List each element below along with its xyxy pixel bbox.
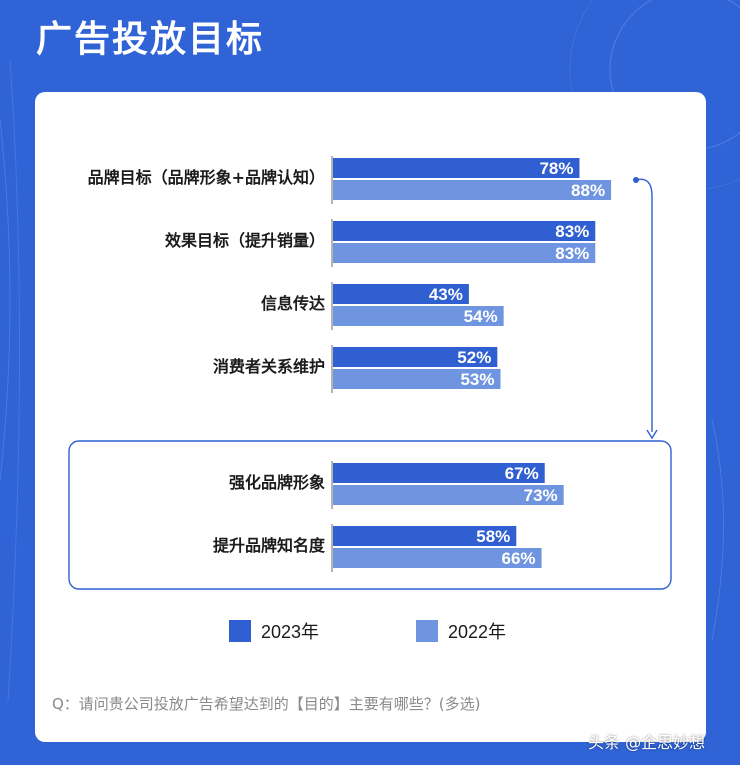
legend-item-2022: 2022年: [416, 618, 506, 644]
legend-swatch-2023: [229, 620, 251, 642]
bar-2023: [333, 284, 469, 304]
bar-2023: [333, 463, 545, 483]
category-label: 品牌目标（品牌形象+品牌认知）: [87, 168, 325, 187]
category-label: 消费者关系维护: [212, 357, 325, 376]
category-label: 提升品牌知名度: [212, 536, 325, 555]
category-label: 效果目标（提升销量）: [164, 231, 325, 250]
watermark: 头条 @企思妙想: [588, 733, 706, 752]
data-label-2022: 53%: [460, 370, 494, 389]
legend-swatch-2022: [416, 620, 438, 642]
connector-arrowhead: [646, 429, 658, 440]
data-label-2022: 73%: [524, 486, 558, 505]
bar-2023: [333, 347, 498, 367]
legend-label-2023: 2023年: [261, 622, 320, 642]
highlight-box: [68, 440, 672, 590]
data-label-2023: 83%: [555, 222, 589, 241]
bar-2023: [333, 221, 596, 241]
data-label-2022: 88%: [571, 181, 605, 200]
page-title: 广告投放目标: [36, 19, 265, 60]
bar-2022: [333, 485, 564, 505]
data-label-2023: 78%: [539, 159, 573, 178]
survey-question: Q：请问贵公司投放广告希望达到的【目的】主要有哪些？(多选): [52, 695, 481, 713]
chart-card: [35, 92, 706, 742]
data-label-2023: 67%: [505, 464, 539, 483]
connector-dot: [633, 177, 639, 183]
connector-line: [635, 178, 653, 432]
category-label: 强化品牌形象: [228, 473, 325, 492]
legend-item-2023: 2023年: [229, 618, 319, 644]
bar-2023: [333, 526, 517, 546]
bar-2022: [333, 369, 501, 389]
data-label-2023: 43%: [429, 285, 463, 304]
data-label-2022: 66%: [502, 549, 536, 568]
data-label-2023: 58%: [476, 527, 510, 546]
data-label-2022: 83%: [555, 244, 589, 263]
bar-2022: [333, 306, 504, 326]
legend-label-2022: 2022年: [448, 622, 507, 642]
bar-2022: [333, 180, 612, 200]
bar-2022: [333, 548, 542, 568]
data-label-2023: 52%: [457, 348, 491, 367]
bar-2022: [333, 243, 596, 263]
data-label-2022: 54%: [464, 307, 498, 326]
bar-2023: [333, 158, 580, 178]
category-label: 信息传达: [260, 294, 325, 313]
